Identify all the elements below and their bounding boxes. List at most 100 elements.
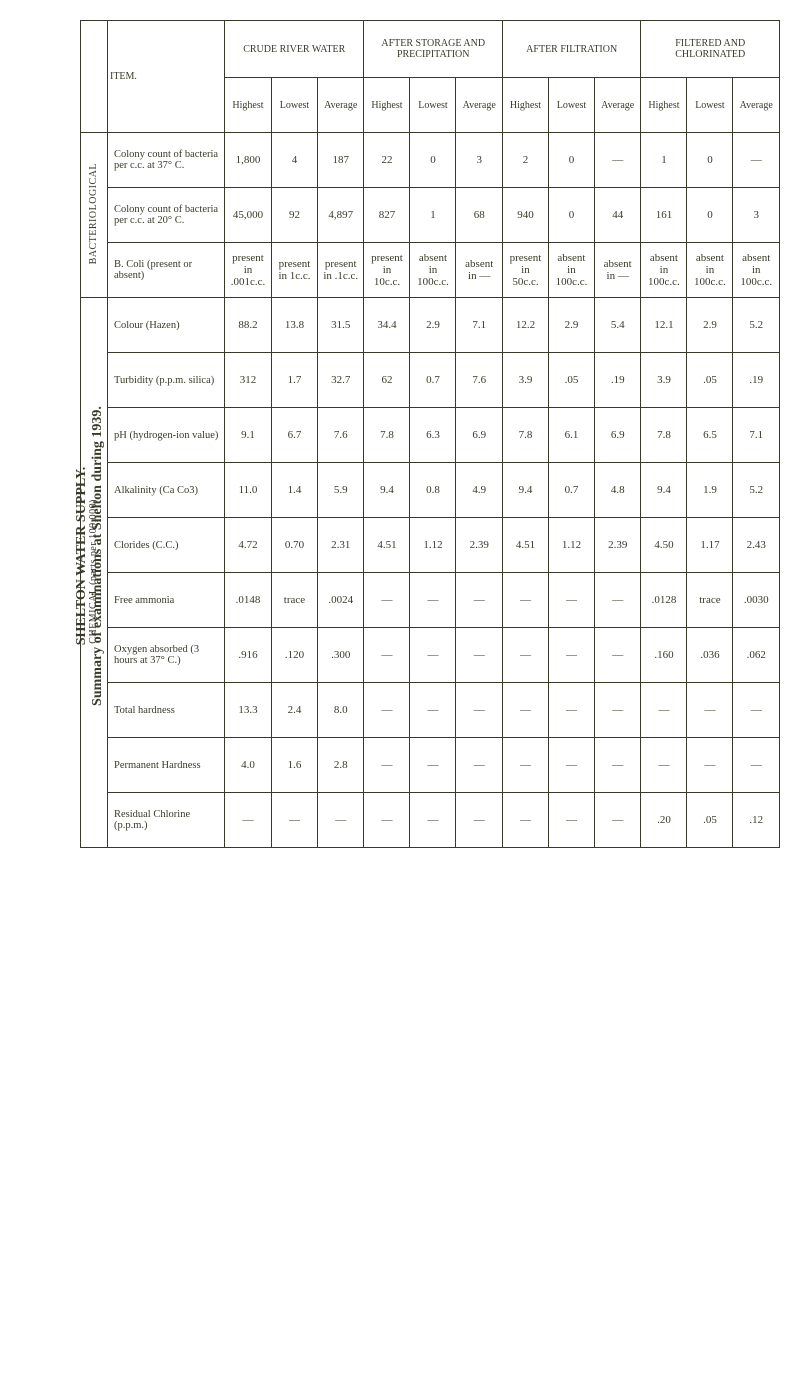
group-crude-river: CRUDE RIVER WATER <box>224 21 363 78</box>
cell: absent in — <box>594 243 640 298</box>
cell: 2.9 <box>548 298 594 353</box>
cell: .05 <box>687 353 733 408</box>
table-row: Colony count of bacteria per c.c. at 20°… <box>81 188 780 243</box>
cell: .05 <box>687 793 733 848</box>
cell: 6.9 <box>456 408 502 463</box>
cell: — <box>733 133 780 188</box>
cell: 4 <box>271 133 317 188</box>
cell: 4.0 <box>224 738 271 793</box>
cell: 1,800 <box>224 133 271 188</box>
cell: — <box>641 738 687 793</box>
cell: .19 <box>594 353 640 408</box>
cell: 12.1 <box>641 298 687 353</box>
cell: — <box>733 738 780 793</box>
table-row: BACTERIOLOGICAL Colony count of bacteria… <box>81 133 780 188</box>
cell: — <box>410 793 456 848</box>
cell: 6.5 <box>687 408 733 463</box>
row-label: Oxygen absorbed (3 hours at 37° C.) <box>107 628 224 683</box>
cell: 0 <box>687 188 733 243</box>
subhead-average: Average <box>317 78 363 133</box>
cell: 4,897 <box>317 188 363 243</box>
cell: 0.7 <box>548 463 594 518</box>
cell: 92 <box>271 188 317 243</box>
cell: .19 <box>733 353 780 408</box>
cell: — <box>594 573 640 628</box>
cell: — <box>456 793 502 848</box>
cell: .0030 <box>733 573 780 628</box>
cell: 0.70 <box>271 518 317 573</box>
cell: 13.3 <box>224 683 271 738</box>
cell: 0 <box>548 133 594 188</box>
subhead-highest: Highest <box>502 78 548 133</box>
cell: .036 <box>687 628 733 683</box>
subhead-lowest: Lowest <box>687 78 733 133</box>
cell: 312 <box>224 353 271 408</box>
cell: 9.4 <box>641 463 687 518</box>
cell: 8.0 <box>317 683 363 738</box>
cell: — <box>687 683 733 738</box>
cell: 0 <box>548 188 594 243</box>
cell: absent in 100c.c. <box>641 243 687 298</box>
cell: — <box>410 738 456 793</box>
row-label: Colour (Hazen) <box>107 298 224 353</box>
cell: .916 <box>224 628 271 683</box>
table-row: Clorides (C.C.) 4.72 0.70 2.31 4.51 1.12… <box>81 518 780 573</box>
cell: 7.8 <box>364 408 410 463</box>
cell: — <box>548 738 594 793</box>
cell: 2.9 <box>687 298 733 353</box>
cell: — <box>548 793 594 848</box>
cell: — <box>410 573 456 628</box>
row-label: Clorides (C.C.) <box>107 518 224 573</box>
side-bacteriological: BACTERIOLOGICAL <box>81 133 108 298</box>
cell: 4.50 <box>641 518 687 573</box>
cell: present in .1c.c. <box>317 243 363 298</box>
cell: 2.4 <box>271 683 317 738</box>
cell: .0128 <box>641 573 687 628</box>
cell: — <box>364 738 410 793</box>
group-after-filtration: AFTER FILTRATION <box>502 21 640 78</box>
row-label: Permanent Hardness <box>107 738 224 793</box>
cell: — <box>502 738 548 793</box>
group-header-row: ITEM. CRUDE RIVER WATER AFTER STORAGE AN… <box>81 21 780 78</box>
cell: 0 <box>410 133 456 188</box>
row-label: B. Coli (present or absent) <box>107 243 224 298</box>
cell: 0.7 <box>410 353 456 408</box>
cell: 2.9 <box>410 298 456 353</box>
cell: 1.17 <box>687 518 733 573</box>
table-row: CHEMICAL (parts per 100,000) Colour (Haz… <box>81 298 780 353</box>
cell: — <box>410 628 456 683</box>
cell: — <box>502 793 548 848</box>
cell: 44 <box>594 188 640 243</box>
cell: — <box>410 683 456 738</box>
cell: 3.9 <box>502 353 548 408</box>
cell: 2.39 <box>594 518 640 573</box>
cell: 11.0 <box>224 463 271 518</box>
cell: — <box>456 573 502 628</box>
cell: — <box>456 738 502 793</box>
cell: — <box>641 683 687 738</box>
cell: 2.43 <box>733 518 780 573</box>
cell: — <box>502 573 548 628</box>
cell: 9.1 <box>224 408 271 463</box>
side-category-header <box>81 21 108 133</box>
table-row: Alkalinity (Ca Co3) 11.0 1.4 5.9 9.4 0.8… <box>81 463 780 518</box>
cell: .0148 <box>224 573 271 628</box>
cell: 9.4 <box>364 463 410 518</box>
table-row: pH (hydrogen-ion value) 9.1 6.7 7.6 7.8 … <box>81 408 780 463</box>
cell: — <box>594 738 640 793</box>
cell: 6.1 <box>548 408 594 463</box>
cell: 4.51 <box>364 518 410 573</box>
group-after-storage: AFTER STORAGE AND PRECIPITATION <box>364 21 502 78</box>
cell: 1 <box>641 133 687 188</box>
cell: 4.51 <box>502 518 548 573</box>
subhead-highest: Highest <box>364 78 410 133</box>
cell: 4.9 <box>456 463 502 518</box>
subhead-average: Average <box>733 78 780 133</box>
cell: 34.4 <box>364 298 410 353</box>
cell: 0 <box>687 133 733 188</box>
cell: — <box>594 133 640 188</box>
table-row: Turbidity (p.p.m. silica) 312 1.7 32.7 6… <box>81 353 780 408</box>
item-header: ITEM. <box>107 21 224 133</box>
cell: 6.3 <box>410 408 456 463</box>
row-label: Free ammonia <box>107 573 224 628</box>
